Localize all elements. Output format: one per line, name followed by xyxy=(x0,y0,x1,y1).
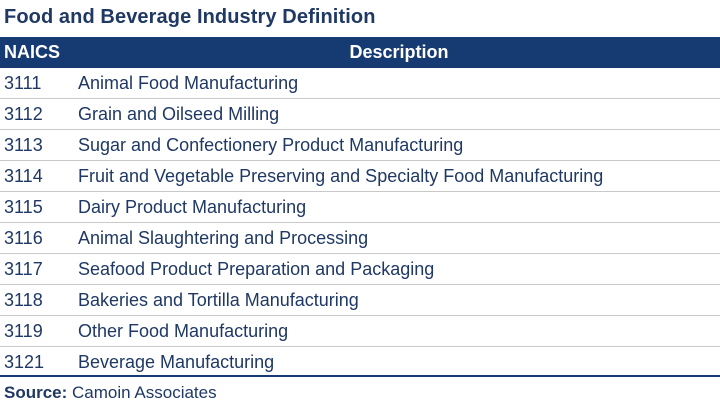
source-note: Source: Camoin Associates xyxy=(4,383,217,403)
source-label: Source: xyxy=(4,383,68,402)
table-row: 3117 Seafood Product Preparation and Pac… xyxy=(0,254,720,285)
industry-description: Animal Slaughtering and Processing xyxy=(78,228,369,248)
table-title: Food and Beverage Industry Definition xyxy=(4,6,376,28)
industry-description: Other Food Manufacturing xyxy=(78,321,289,341)
industry-description: Sugar and Confectionery Product Manufact… xyxy=(78,135,464,155)
industry-description: Beverage Manufacturing xyxy=(78,352,275,372)
naics-code: 3118 xyxy=(4,290,43,310)
industry-description: Dairy Product Manufacturing xyxy=(78,197,307,217)
naics-code: 3113 xyxy=(4,135,43,155)
naics-code: 3117 xyxy=(4,259,43,279)
header-description: Description xyxy=(349,42,449,62)
table-header: NAICS Description xyxy=(0,37,720,68)
header-naics: NAICS xyxy=(4,42,61,62)
industry-description: Grain and Oilseed Milling xyxy=(78,104,280,124)
table-row: 3113 Sugar and Confectionery Product Man… xyxy=(0,130,720,161)
naics-code: 3121 xyxy=(4,352,45,372)
table-row: 3119 Other Food Manufacturing xyxy=(0,316,720,347)
industry-description: Animal Food Manufacturing xyxy=(78,73,299,93)
table-row: 3115 Dairy Product Manufacturing xyxy=(0,192,720,223)
naics-code: 3119 xyxy=(4,321,43,341)
table-row: 3111 Animal Food Manufacturing xyxy=(0,68,720,99)
table-row: 3118 Bakeries and Tortilla Manufacturing xyxy=(0,285,720,316)
naics-code: 3114 xyxy=(4,166,43,186)
table-row: 3112 Grain and Oilseed Milling xyxy=(0,99,720,130)
naics-code: 3116 xyxy=(4,228,43,248)
industry-description: Bakeries and Tortilla Manufacturing xyxy=(78,290,359,310)
industry-description: Fruit and Vegetable Preserving and Speci… xyxy=(78,166,604,186)
table-row: 3116 Animal Slaughtering and Processing xyxy=(0,223,720,254)
table-row: 3114 Fruit and Vegetable Preserving and … xyxy=(0,161,720,192)
source-value: Camoin Associates xyxy=(72,383,217,402)
table-body: 3111 Animal Food Manufacturing 3112 Grai… xyxy=(0,68,720,377)
industry-description: Seafood Product Preparation and Packagin… xyxy=(78,259,435,279)
naics-code: 3111 xyxy=(4,73,42,93)
table-bottom-rule xyxy=(0,375,720,377)
naics-code: 3115 xyxy=(4,197,43,217)
naics-code: 3112 xyxy=(4,104,43,124)
table-row: 3121 Beverage Manufacturing xyxy=(0,347,720,377)
